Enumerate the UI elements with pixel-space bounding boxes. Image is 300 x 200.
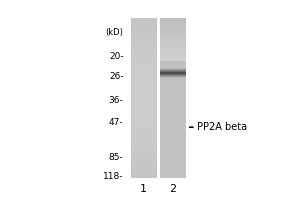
Text: 118-: 118- [103,172,124,181]
Text: (kD): (kD) [106,28,124,37]
Text: 1: 1 [140,184,147,194]
Text: 36-: 36- [109,96,124,105]
Text: PP2A beta: PP2A beta [197,122,247,132]
Text: 85-: 85- [109,153,124,162]
Text: 2: 2 [169,184,176,194]
Text: 20-: 20- [109,52,124,61]
Text: 26-: 26- [109,72,124,81]
Text: 47-: 47- [109,118,124,127]
